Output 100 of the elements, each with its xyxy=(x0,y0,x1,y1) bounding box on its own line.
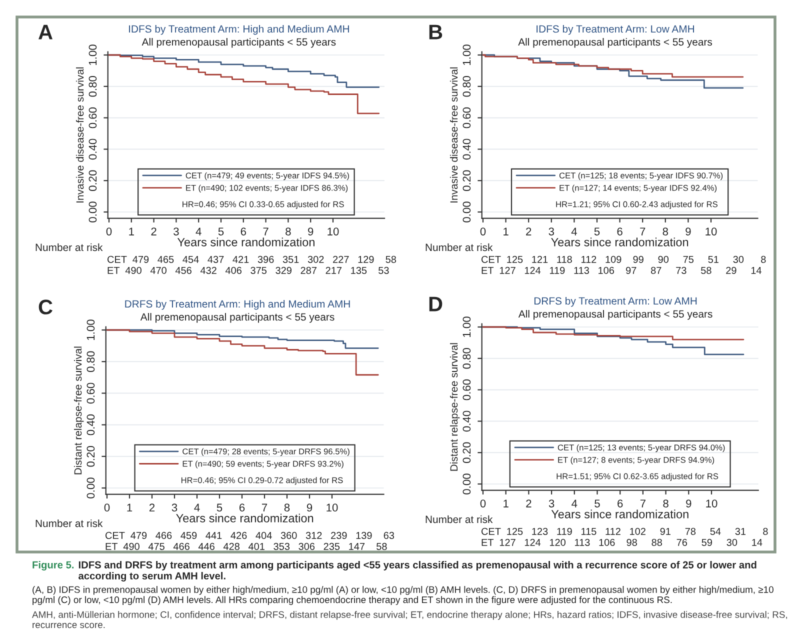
y-tick-label: 0.60 xyxy=(86,382,95,404)
y-tick-label: 0.00 xyxy=(88,202,97,222)
text: CET 479 465 454 437 421 396 351 302 227 129 58 xyxy=(108,256,396,263)
x-tick-label: 2 xyxy=(526,228,532,236)
x-tick-label: 5 xyxy=(218,228,224,236)
x-tick-label: 10 xyxy=(326,504,338,512)
x-tick-label: 3 xyxy=(548,228,554,236)
y-tick-label: 0.60 xyxy=(462,379,471,400)
chart-subtitle: All premenopausal participants < 55 years xyxy=(140,312,334,323)
legend-label: ET (n=127; 8 events; 5-year DRFS 94.9%) xyxy=(558,456,714,464)
legend-label: ET (n=490; 59 events; 5-year DRFS 93.2%) xyxy=(182,460,344,468)
legend-label: CET (n=479; 49 events; 5-year IDFS 94.5%) xyxy=(186,172,349,180)
x-tick-label: 4 xyxy=(572,500,578,508)
x-tick-label: 3 xyxy=(172,504,178,512)
annotation: HR=1.51; 95% CI 0.62-3.65 adjusted for RS xyxy=(556,473,718,481)
text: A xyxy=(38,24,52,40)
x-tick-label: 5 xyxy=(594,228,600,236)
annotation: HR=1.21; 95% CI 0.60-2.43 adjusted for RS xyxy=(556,201,718,209)
text: ET 490 470 456 432 406 375 329 287 217 135 53 xyxy=(108,266,389,274)
x-tick-label: 8 xyxy=(284,504,290,512)
annotation: HR=0.46; 95% CI 0.33-0.65 adjusted for RS xyxy=(182,201,344,209)
x-tick-label: 7 xyxy=(263,228,268,236)
text: ET 127 124 119 113 106 97 87 73 58 29 14 xyxy=(482,266,762,274)
y-tick-label: 0.80 xyxy=(462,348,471,369)
text: (A, B) IDFS in premenopausal women by either high/medium, ≥10 pg/ml (A) or low, <10 pg/ml (B) AMH levels. (C, D) DRFS in premenopausal women by either high/medium, ≥10 pg/ml (C) or low, <10 pg/ml (D) AMH levels. All HRs comparing chemoendocrine therapy and ET shown in the figure were adjusted for the continuous RS. xyxy=(32,586,774,605)
legend-label: ET (n=127; 14 events; 5-year IDFS 92.4%) xyxy=(560,184,717,192)
y-axis-title: Distant relapse-free survival xyxy=(450,343,460,471)
y-tick-label: 0.00 xyxy=(462,474,471,494)
legend-label: ET (n=490; 102 events; 5-year IDFS 86.3%) xyxy=(186,184,348,192)
x-tick-label: 1 xyxy=(504,500,508,508)
text: Number at risk xyxy=(426,515,493,524)
y-tick-label: 0.40 xyxy=(462,410,471,432)
x-tick-label: 1 xyxy=(129,228,134,236)
y-tick-label: 0.00 xyxy=(86,478,95,498)
x-tick-label: 8 xyxy=(662,228,668,236)
x-tick-label: 6 xyxy=(618,500,623,508)
x-tick-label: 7 xyxy=(640,228,646,236)
x-tick-label: 3 xyxy=(548,500,554,508)
x-tick-label: 6 xyxy=(239,504,245,512)
text: Number at risk xyxy=(426,243,493,252)
y-tick-label: 1.00 xyxy=(462,44,471,65)
y-tick-label: 0.40 xyxy=(462,138,471,160)
x-tick-label: 3 xyxy=(174,228,179,236)
x-tick-label: 0 xyxy=(480,228,486,236)
x-tick-label: 0 xyxy=(106,228,112,236)
x-tick-label: 2 xyxy=(526,500,532,508)
chart-title: IDFS by Treatment Arm: High and Medium AMH xyxy=(129,25,349,35)
x-axis-title: Years since randomization xyxy=(177,238,314,246)
x-tick-label: 1 xyxy=(504,228,508,236)
x-tick-label: 5 xyxy=(594,500,600,508)
x-tick-label: 2 xyxy=(151,228,156,236)
text: CET 125 123 119 115 112 102 91 78 54 31 8 xyxy=(482,528,768,535)
x-axis-title: Years since randomization xyxy=(551,238,688,246)
y-tick-label: 0.20 xyxy=(462,442,471,463)
x-tick-label: 8 xyxy=(663,500,668,508)
x-axis-title: Years since randomization xyxy=(176,514,314,522)
y-tick-label: 0.60 xyxy=(88,107,97,128)
x-tick-label: 4 xyxy=(196,228,202,236)
legend-label: CET (n=125; 13 events; 5-year DRFS 94.0%) xyxy=(558,444,725,452)
text: ET 490 475 466 446 428 401 353 306 235 147 58 xyxy=(106,542,387,550)
text: ET 127 124 120 113 106 98 88 76 59 30 14 xyxy=(482,538,762,546)
x-tick-label: 5 xyxy=(216,504,222,512)
y-tick-label: 0.20 xyxy=(462,170,471,191)
y-axis-title: Invasive disease-free survival xyxy=(450,67,458,202)
x-tick-label: 8 xyxy=(286,228,291,236)
text: CET 125 121 118 112 109 99 90 75 51 30 8 xyxy=(482,256,766,263)
text: CET 479 466 459 441 426 404 360 312 239 139 63 xyxy=(106,532,394,540)
y-tick-label: 0.40 xyxy=(86,414,95,436)
x-tick-label: 10 xyxy=(328,228,339,236)
y-tick-label: 0.00 xyxy=(462,202,471,222)
x-tick-label: 2 xyxy=(149,504,155,512)
x-tick-label: 6 xyxy=(240,228,246,236)
y-tick-label: 0.80 xyxy=(88,76,97,97)
x-tick-label: 7 xyxy=(262,504,268,512)
chart-subtitle: All premenopausal participants < 55 years xyxy=(518,310,712,320)
x-tick-label: 4 xyxy=(194,504,200,512)
text: Number at risk xyxy=(36,243,103,252)
x-tick-label: 10 xyxy=(706,500,718,508)
text: D xyxy=(429,296,442,312)
y-axis-title: Invasive disease-free survival xyxy=(76,67,84,202)
text: C xyxy=(38,300,52,314)
x-tick-label: 10 xyxy=(706,228,717,236)
text: IDFS and DRFS by treatment arm among participants aged <55 years classified as premenopausal with a recurrence score of 25 or lower and according to serum AMH level. xyxy=(78,561,756,582)
y-tick-label: 0.20 xyxy=(86,446,95,467)
legend-label: CET (n=125; 18 events; 5-year IDFS 90.7%) xyxy=(559,172,723,180)
chart-title: IDFS by Treatment Arm: Low AMH xyxy=(536,25,694,35)
text: Figure 5. xyxy=(32,561,74,570)
y-axis-title: Distant relapse-free survival xyxy=(74,346,84,474)
x-tick-label: 9 xyxy=(686,500,692,508)
y-tick-label: 1.00 xyxy=(86,320,95,340)
x-tick-label: 6 xyxy=(617,228,622,236)
x-tick-label: 9 xyxy=(306,504,312,512)
annotation: HR=0.46; 95% CI 0.29-0.72 adjusted for RS xyxy=(181,477,343,485)
x-tick-label: 4 xyxy=(571,228,577,236)
y-tick-label: 0.80 xyxy=(86,351,95,372)
chart-title: DRFS by Treatment Arm: High and Medium AMH xyxy=(125,300,350,310)
y-tick-label: 0.40 xyxy=(88,138,97,160)
text: Number at risk xyxy=(36,519,103,528)
y-tick-label: 1.00 xyxy=(462,316,471,337)
chart-title: DRFS by Treatment Arm: Low AMH xyxy=(534,297,697,307)
